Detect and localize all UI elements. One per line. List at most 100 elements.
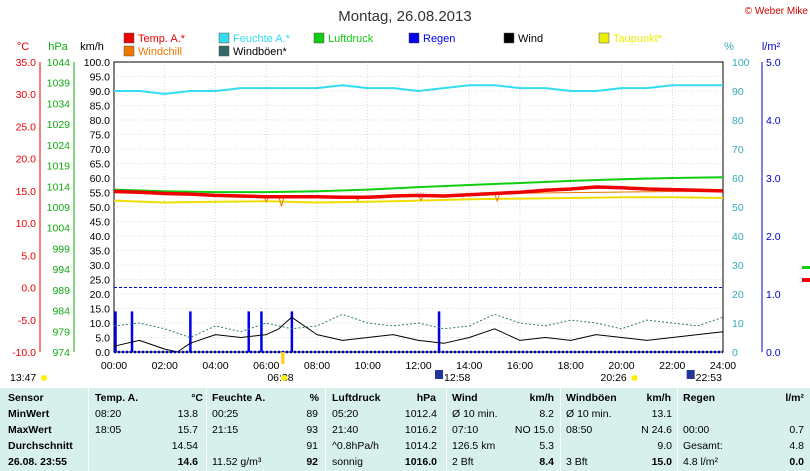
table-cell: 8.4 xyxy=(539,456,554,468)
table-cell: 89 xyxy=(306,408,318,420)
tick-label-temp: -10.0 xyxy=(12,347,36,359)
moonset-time: 12:58 xyxy=(444,372,470,384)
tick-label-kmh: 20.0 xyxy=(90,289,111,301)
table-header: Wind xyxy=(452,392,478,404)
legend-swatch xyxy=(123,32,135,44)
tick-label-hpa: 1009 xyxy=(47,202,71,214)
tick-label-kmh: 60.0 xyxy=(90,173,111,185)
copyright-text: © Weber Mike xyxy=(745,6,809,17)
tick-label-pct: 50 xyxy=(732,202,744,214)
column-divider xyxy=(446,388,447,471)
tick-label-pct: 60 xyxy=(732,173,744,185)
column-divider xyxy=(88,388,89,471)
table-cell: 2 Bft xyxy=(452,456,474,468)
table-cell: 1016.0 xyxy=(404,456,437,468)
tick-label-kmh: 75.0 xyxy=(90,130,111,142)
tick-label-hpa: 979 xyxy=(52,326,70,338)
tick-label-pct: 100 xyxy=(732,57,750,69)
column-divider xyxy=(677,388,678,471)
tick-label-lm2: 2.0 xyxy=(766,231,781,243)
rain-bar xyxy=(130,311,134,352)
tick-label-lm2: 4.0 xyxy=(766,115,781,127)
table-cell: 13.1 xyxy=(651,408,672,420)
tick-label-x: 00:00 xyxy=(101,360,127,372)
edge-mark-pressure xyxy=(802,266,810,269)
table-header: hPa xyxy=(416,392,436,404)
series-humidity xyxy=(114,84,723,95)
legend-swatch xyxy=(123,45,135,57)
table-cell: Gesamt: xyxy=(683,440,723,452)
tick-label-hpa: 984 xyxy=(52,306,70,318)
tick-label-x: 14:00 xyxy=(456,360,482,372)
tick-label-lm2: 3.0 xyxy=(766,173,781,185)
legend-label: Taupunkt* xyxy=(613,33,663,45)
table-cell: 07:10 xyxy=(452,424,479,436)
legend-swatch xyxy=(408,32,420,44)
legend-swatch xyxy=(218,45,230,57)
table-cell: 126.5 km xyxy=(452,440,496,452)
tick-label-pct: 40 xyxy=(732,231,744,243)
tick-label-pct: 0 xyxy=(732,347,738,359)
chart-title: Montag, 26.08.2013 xyxy=(338,8,471,25)
tick-label-kmh: 70.0 xyxy=(90,144,111,156)
column-divider xyxy=(560,388,561,471)
table-header: km/h xyxy=(646,392,671,404)
legend-label: Feuchte A.* xyxy=(233,33,291,45)
table-cell: 4.8 l/m² xyxy=(683,456,719,468)
tick-label-hpa: 994 xyxy=(52,264,70,276)
series-pressure xyxy=(113,176,724,194)
tick-label-kmh: 45.0 xyxy=(90,217,111,229)
tick-label-pct: 70 xyxy=(732,144,744,156)
legend-label: Windchill xyxy=(138,46,182,58)
table-cell: 1016.2 xyxy=(404,424,437,436)
tick-label-lm2: 0.0 xyxy=(766,347,781,359)
table-cell: 0.7 xyxy=(789,424,804,436)
moonrise-time: 22:53 xyxy=(696,372,722,384)
table-header: l/m² xyxy=(785,392,804,404)
statistics-table: Sensor Temp. A. °C Feuchte A.% Luftdruck hPa W… xyxy=(0,388,810,471)
tick-label-hpa: 989 xyxy=(52,285,70,297)
tick-label-temp: 35.0 xyxy=(16,57,37,69)
tick-label-temp: 0.0 xyxy=(21,283,36,295)
table-header: Sensor xyxy=(8,392,44,404)
axis-label-temp: °C xyxy=(17,41,29,53)
table-cell: 05:20 xyxy=(332,408,359,420)
column-divider xyxy=(325,388,326,471)
tick-label-temp: 30.0 xyxy=(16,89,37,101)
tick-label-kmh: 25.0 xyxy=(90,275,111,287)
tick-label-temp: 20.0 xyxy=(16,154,37,166)
legend-swatch xyxy=(503,32,515,44)
tick-label-kmh: 40.0 xyxy=(90,231,111,243)
table-cell: 4.8 xyxy=(789,440,804,452)
table-cell: 21:40 xyxy=(332,424,359,436)
tick-label-kmh: 50.0 xyxy=(90,202,111,214)
table-cell: 15.0 xyxy=(651,456,672,468)
table-cell: 21:15 xyxy=(212,424,239,436)
tick-label-x: 22:00 xyxy=(659,360,685,372)
tick-label-kmh: 100.0 xyxy=(84,57,110,69)
table-cell: 11.52 g/m³ xyxy=(212,456,262,468)
table-cell: 08:50 xyxy=(566,424,593,436)
table-header: Temp. A. xyxy=(95,392,139,404)
tick-label-x: 06:00 xyxy=(253,360,279,372)
tick-label-kmh: 85.0 xyxy=(90,101,111,113)
tick-label-kmh: 90.0 xyxy=(90,86,111,98)
sunset-time: 20:26 xyxy=(600,372,626,384)
tick-label-kmh: 80.0 xyxy=(90,115,111,127)
table-cell: N 24.6 xyxy=(641,424,672,436)
table-cell: 08:20 xyxy=(95,408,122,420)
moon-icon xyxy=(435,370,444,379)
legend-label: Temp. A.* xyxy=(138,33,186,45)
rain-bar xyxy=(189,311,192,352)
table-cell: NO 15.0 xyxy=(514,424,554,436)
table-cell: 00:25 xyxy=(212,408,239,420)
moonrise-icon xyxy=(686,370,695,379)
table-cell: 91 xyxy=(306,440,318,452)
tick-label-x: 04:00 xyxy=(202,360,228,372)
tick-label-kmh: 95.0 xyxy=(90,72,111,84)
rain-bar xyxy=(260,311,263,352)
table-cell: 15.7 xyxy=(177,424,198,436)
weather-chart: Montag, 26.08.2013 © Weber Mike Temp. A.* F… xyxy=(10,6,810,384)
row-label: Durchschnitt xyxy=(8,440,73,452)
tick-label-kmh: 0.0 xyxy=(95,347,110,359)
